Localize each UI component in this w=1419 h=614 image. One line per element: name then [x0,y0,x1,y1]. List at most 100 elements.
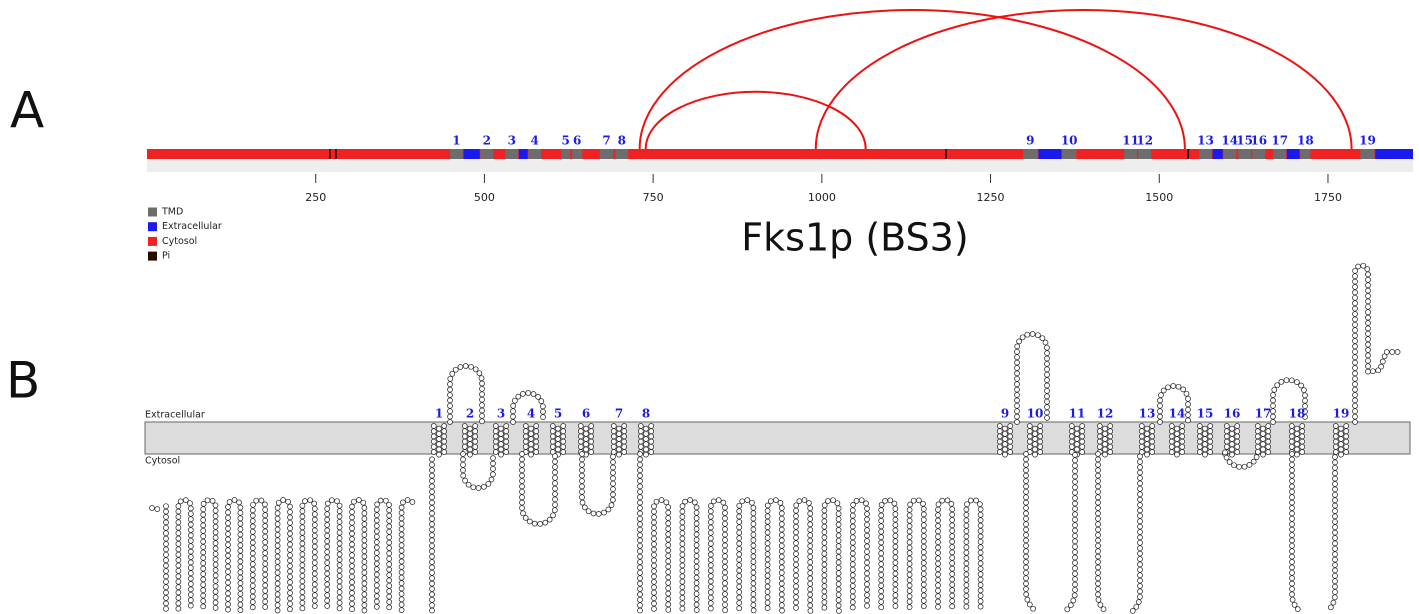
residue [737,573,742,578]
residue [964,588,969,593]
residue [188,538,193,543]
residue [1015,398,1020,403]
residue [1333,439,1338,444]
residue [1103,442,1108,447]
residue [751,527,756,532]
residue [300,573,305,578]
residue [1384,350,1389,355]
residue [644,431,649,436]
residue [1353,349,1358,354]
residue [399,521,404,526]
residue [822,546,827,551]
residue [561,429,566,434]
residue [836,592,841,597]
crosslink-arc [816,10,1352,149]
residue [523,434,528,439]
residue [462,434,467,439]
residue [978,572,983,577]
residue [765,514,770,519]
residue [473,424,478,429]
residue [1096,495,1101,500]
residue [907,551,912,556]
residue [1356,264,1361,269]
residue [1073,485,1078,490]
residue [936,583,941,588]
residue [362,608,367,613]
residue [399,554,404,559]
residue [1073,533,1078,538]
residue [1186,413,1191,418]
residue [708,557,713,562]
residue [1339,452,1344,457]
residue [387,519,392,524]
residue [808,554,813,559]
residue [312,566,317,571]
residue [580,457,585,462]
residue [511,414,516,419]
residue [1043,340,1048,345]
residue [644,452,649,457]
residue [1353,290,1358,295]
residue [1139,434,1144,439]
residue [850,562,855,567]
residue [751,522,756,527]
residue [300,530,305,535]
residue [1097,439,1102,444]
residue [531,392,536,397]
residue [1235,424,1240,429]
residue [907,567,912,572]
residue [201,604,206,609]
residue [751,581,756,586]
residue [879,540,884,545]
residue [638,429,643,434]
residue [865,587,870,592]
residue [850,600,855,605]
residue [638,587,643,592]
residue [666,602,671,607]
residue [337,541,342,546]
residue [362,576,367,581]
residue [708,547,713,552]
residue [1097,429,1102,434]
residue [335,499,340,504]
residue [164,547,169,552]
residue [176,552,181,557]
residue [850,540,855,545]
residue [683,499,688,504]
residue [1038,439,1043,444]
residue [1138,465,1143,470]
residue [480,403,485,408]
residue [737,514,742,519]
residue [638,560,643,565]
residue [584,437,589,442]
residue [1161,388,1166,393]
legend-label: TMD [161,207,183,218]
residue [448,403,453,408]
residue [879,589,884,594]
residue [666,505,671,510]
residue [263,545,268,550]
residue [1003,431,1008,436]
residue [1073,517,1078,522]
residue [822,600,827,605]
residue [312,550,317,555]
residue [374,523,379,528]
residue [201,518,206,523]
residue [822,557,827,562]
tmd-number: 10 [1061,134,1078,148]
residue [263,588,268,593]
residue [325,587,330,592]
residue [312,560,317,565]
residue [1138,492,1143,497]
residue [638,538,643,543]
residue [1271,398,1276,403]
tmd-segment [1252,149,1265,159]
residue [1333,590,1338,595]
residue [1272,387,1277,392]
residue [480,392,485,397]
residue [1353,306,1358,311]
residue [164,520,169,525]
tmd-number: 7 [615,407,623,421]
residue [288,547,293,552]
residue [1169,439,1174,444]
